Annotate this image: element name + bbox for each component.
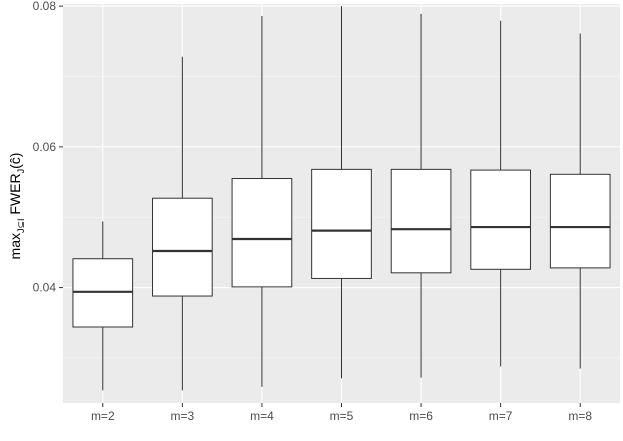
box-iqr [390,168,452,274]
box-m-8 [549,33,611,369]
x-axis-ticks: m=2 m=3 m=4 m=5 m=6 m=7 m=8 [91,403,592,423]
y-tick-label: 0.06 [33,140,57,154]
x-tick-label: m=2 [91,409,115,423]
y-axis-title-tail: (ĉ) [7,153,23,169]
y-axis-ticks: 0.04 0.06 0.08 [33,0,63,295]
y-axis-title-mid: FWER [7,173,23,218]
x-tick-label: m=6 [409,409,433,423]
x-tick-label: m=7 [489,409,513,423]
y-axis-title-base: max [7,233,23,259]
y-tick-label: 0.08 [33,0,57,13]
box-iqr [231,178,293,288]
box-m-7 [470,20,531,367]
box-m-6 [390,13,452,378]
box-iqr [549,173,611,269]
box-m-4 [231,15,293,387]
box-iqr [311,168,372,279]
box-iqr [152,197,213,297]
box-m-5 [311,6,372,379]
y-axis-title: maxJ⊆I FWERJ(ĉ) [7,153,26,260]
x-tick-label: m=4 [250,409,274,423]
x-tick-label: m=8 [568,409,592,423]
box-iqr [470,169,531,270]
boxes [72,6,611,391]
y-axis-title-subscript-2: J [16,169,26,174]
y-axis-title-subscript: J⊆I [16,218,26,233]
box-m-2 [72,221,134,391]
x-tick-label: m=3 [171,409,195,423]
x-tick-label: m=5 [330,409,354,423]
box-m-3 [152,56,213,391]
y-tick-label: 0.04 [33,281,57,295]
